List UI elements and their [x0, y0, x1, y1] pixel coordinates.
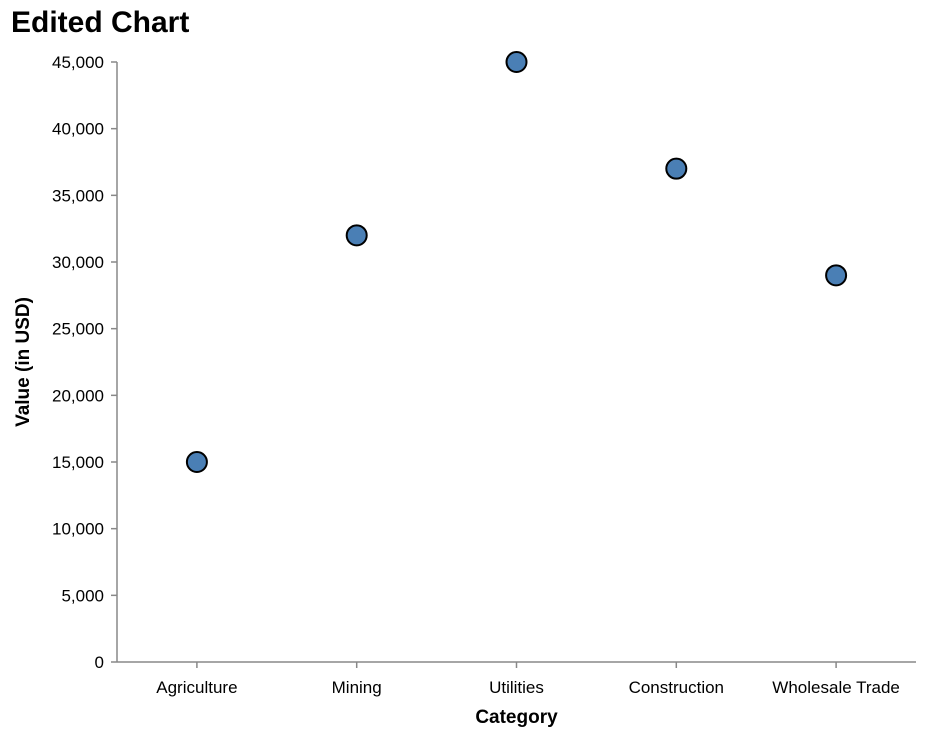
- data-point: [505, 51, 528, 73]
- x-axis: Agriculture Mining Utilities Construction Wh…: [117, 661, 916, 697]
- x-tick-label: Construction: [629, 678, 724, 697]
- y-tick-label: 35,000: [52, 186, 104, 205]
- y-tick-label: 20,000: [52, 386, 104, 405]
- y-tick-label: 5,000: [61, 586, 104, 605]
- data-point: [665, 157, 688, 180]
- data-point: [825, 264, 848, 287]
- data-point: [185, 451, 208, 473]
- x-tick-label: Mining: [332, 678, 382, 697]
- x-tick-label: Agriculture: [156, 678, 237, 697]
- chart-title: Edited Chart: [11, 6, 190, 39]
- y-tick-label: 45,000: [52, 53, 104, 72]
- data-point: [345, 224, 368, 247]
- y-tick-label: 10,000: [52, 520, 104, 539]
- x-axis-title: Category: [475, 707, 558, 728]
- y-tick-label: 15,000: [52, 453, 104, 472]
- x-tick-label: Wholesale Trade: [772, 678, 900, 697]
- data-points: [185, 51, 848, 473]
- x-tick-label: Utilities: [489, 678, 544, 697]
- y-tick-label: 30,000: [52, 253, 104, 272]
- y-tick-label: 25,000: [52, 320, 104, 339]
- y-tick-label: 0: [95, 653, 104, 672]
- y-tick-label: 40,000: [52, 120, 104, 139]
- y-axis: 0 5,000 10,000 15,000 20,000 25,000 30,000 35,0…: [52, 53, 118, 672]
- y-axis-title: Value (in USD): [13, 297, 34, 427]
